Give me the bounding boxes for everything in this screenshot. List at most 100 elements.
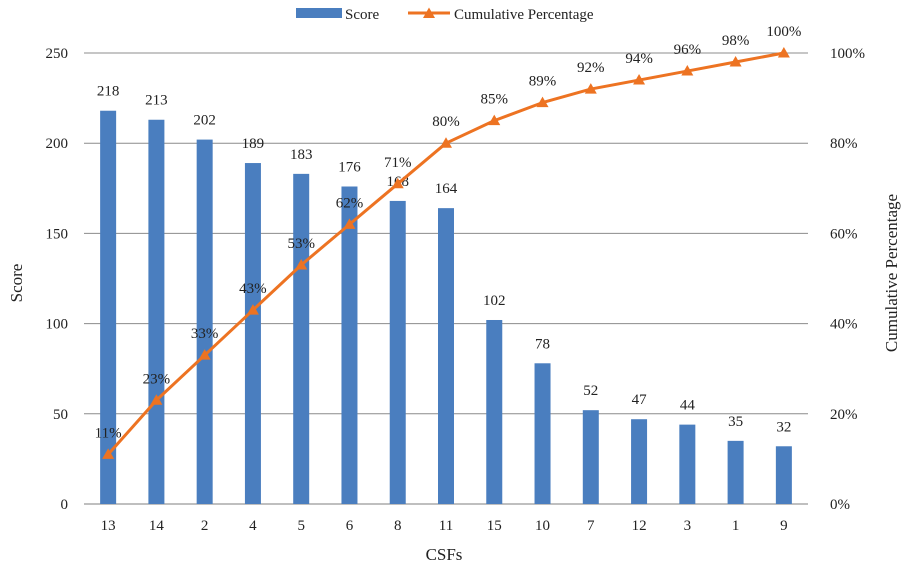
bar-data-labels: 218213202189183176168164102785247443532	[97, 84, 791, 436]
bar-data-label: 218	[97, 84, 120, 100]
x-tick-label: 1	[732, 518, 740, 534]
line-data-label: 85%	[481, 92, 509, 108]
y-tick-label: 150	[46, 226, 69, 242]
x-tick-label: 2	[201, 518, 209, 534]
bar	[631, 419, 648, 504]
bar	[196, 139, 213, 505]
bars-score	[100, 110, 792, 505]
y2-tick-label: 80%	[830, 136, 858, 152]
cumulative-marker	[681, 65, 694, 76]
x-tick-label: 3	[684, 518, 692, 534]
cumulative-marker	[246, 304, 259, 315]
line-cumulative-percentage	[102, 47, 790, 459]
x-tick-label: 7	[587, 518, 595, 534]
bar	[100, 110, 117, 504]
cumulative-marker	[633, 74, 646, 85]
x-axis-title: CSFs	[426, 545, 463, 564]
line-data-label: 53%	[287, 236, 315, 252]
x-tick-label: 5	[297, 518, 305, 534]
line-data-label: 33%	[191, 326, 219, 342]
bar	[582, 410, 599, 504]
bar-data-label: 44	[680, 398, 696, 414]
x-tick-label: 8	[394, 518, 402, 534]
bar	[534, 363, 551, 504]
cumulative-marker	[584, 83, 597, 94]
line-data-label: 94%	[625, 51, 653, 67]
line-data-label: 89%	[529, 74, 557, 90]
y2-tick-label: 100%	[830, 46, 865, 62]
legend: Score Cumulative Percentage	[296, 7, 594, 23]
bar	[486, 319, 503, 504]
line-data-label: 96%	[674, 42, 702, 58]
x-tick-label: 13	[101, 518, 116, 534]
line-data-label: 23%	[143, 371, 171, 387]
line-data-labels: 11% 23% 33% 43% 53% 62% 71% 80% 85% 89% 92% 94% 96% 9…	[95, 24, 802, 441]
bar	[775, 446, 792, 504]
y-axis-right-ticks: 0% 20% 40% 60% 80% 100%	[830, 46, 865, 513]
cumulative-marker	[295, 258, 308, 270]
x-axis-ticks: 13 14 2 4 5 6 8 11 15 10 7 12 3 1 9	[101, 518, 788, 534]
bar-data-label: 189	[242, 136, 265, 152]
bar-data-label: 32	[776, 419, 791, 435]
cumulative-marker	[729, 56, 742, 67]
x-tick-label: 4	[249, 518, 257, 534]
x-tick-label: 6	[346, 518, 354, 534]
bar	[389, 200, 406, 505]
line-data-label: 11%	[95, 425, 122, 441]
bar-data-label: 102	[483, 293, 506, 309]
x-tick-label: 15	[487, 518, 502, 534]
y2-axis-title: Cumulative Percentage	[882, 194, 901, 352]
bar	[679, 424, 696, 504]
bar-data-label: 213	[145, 93, 168, 109]
y-tick-label: 100	[46, 317, 69, 333]
x-tick-label: 9	[780, 518, 788, 534]
bar-data-label: 176	[338, 159, 361, 175]
bar	[727, 440, 744, 504]
bar-data-label: 35	[728, 414, 743, 430]
x-tick-label: 11	[439, 518, 453, 534]
line-data-label: 43%	[239, 281, 267, 297]
cumulative-marker	[440, 137, 452, 148]
y-axis-title: Score	[7, 264, 26, 303]
y2-tick-label: 20%	[830, 407, 858, 423]
line-data-label: 92%	[577, 60, 605, 76]
x-tick-label: 10	[535, 518, 550, 534]
line-data-label: 100%	[766, 24, 801, 40]
cumulative-marker	[391, 177, 404, 189]
bar	[244, 163, 261, 504]
x-tick-label: 12	[632, 518, 647, 534]
x-tick-label: 14	[149, 518, 165, 534]
cumulative-marker	[488, 114, 501, 126]
cumulative-marker	[198, 349, 211, 360]
cumulative-marker	[343, 218, 356, 229]
bar-data-label: 78	[535, 336, 550, 352]
line-data-label: 80%	[432, 114, 460, 130]
cumulative-marker	[777, 47, 790, 58]
legend-label-cumulative: Cumulative Percentage	[454, 7, 594, 23]
bar-data-label: 183	[290, 147, 313, 163]
legend-label-score: Score	[345, 7, 379, 23]
bar-data-label: 202	[193, 113, 216, 129]
y-tick-label: 250	[46, 46, 69, 62]
bar	[293, 173, 310, 505]
cumulative-marker	[150, 394, 163, 405]
bar-data-label: 164	[435, 181, 458, 197]
y2-tick-label: 40%	[830, 317, 858, 333]
bar	[148, 119, 165, 505]
bar	[341, 186, 358, 504]
y-tick-label: 0	[61, 497, 69, 513]
line-data-label: 62%	[336, 195, 364, 211]
y-tick-label: 200	[46, 136, 69, 152]
line-data-label: 98%	[722, 33, 750, 49]
bar-data-label: 52	[583, 383, 598, 399]
legend-swatch-cumulative-marker	[423, 7, 435, 18]
y-axis-left-ticks: 0 50 100 150 200 250	[46, 46, 69, 513]
y2-tick-label: 0%	[830, 497, 850, 513]
cumulative-marker	[536, 96, 549, 108]
legend-swatch-score	[296, 8, 342, 18]
bar	[438, 208, 454, 505]
y2-tick-label: 60%	[830, 226, 858, 242]
bar-data-label: 47	[632, 392, 648, 408]
line-data-label: 71%	[384, 155, 412, 171]
